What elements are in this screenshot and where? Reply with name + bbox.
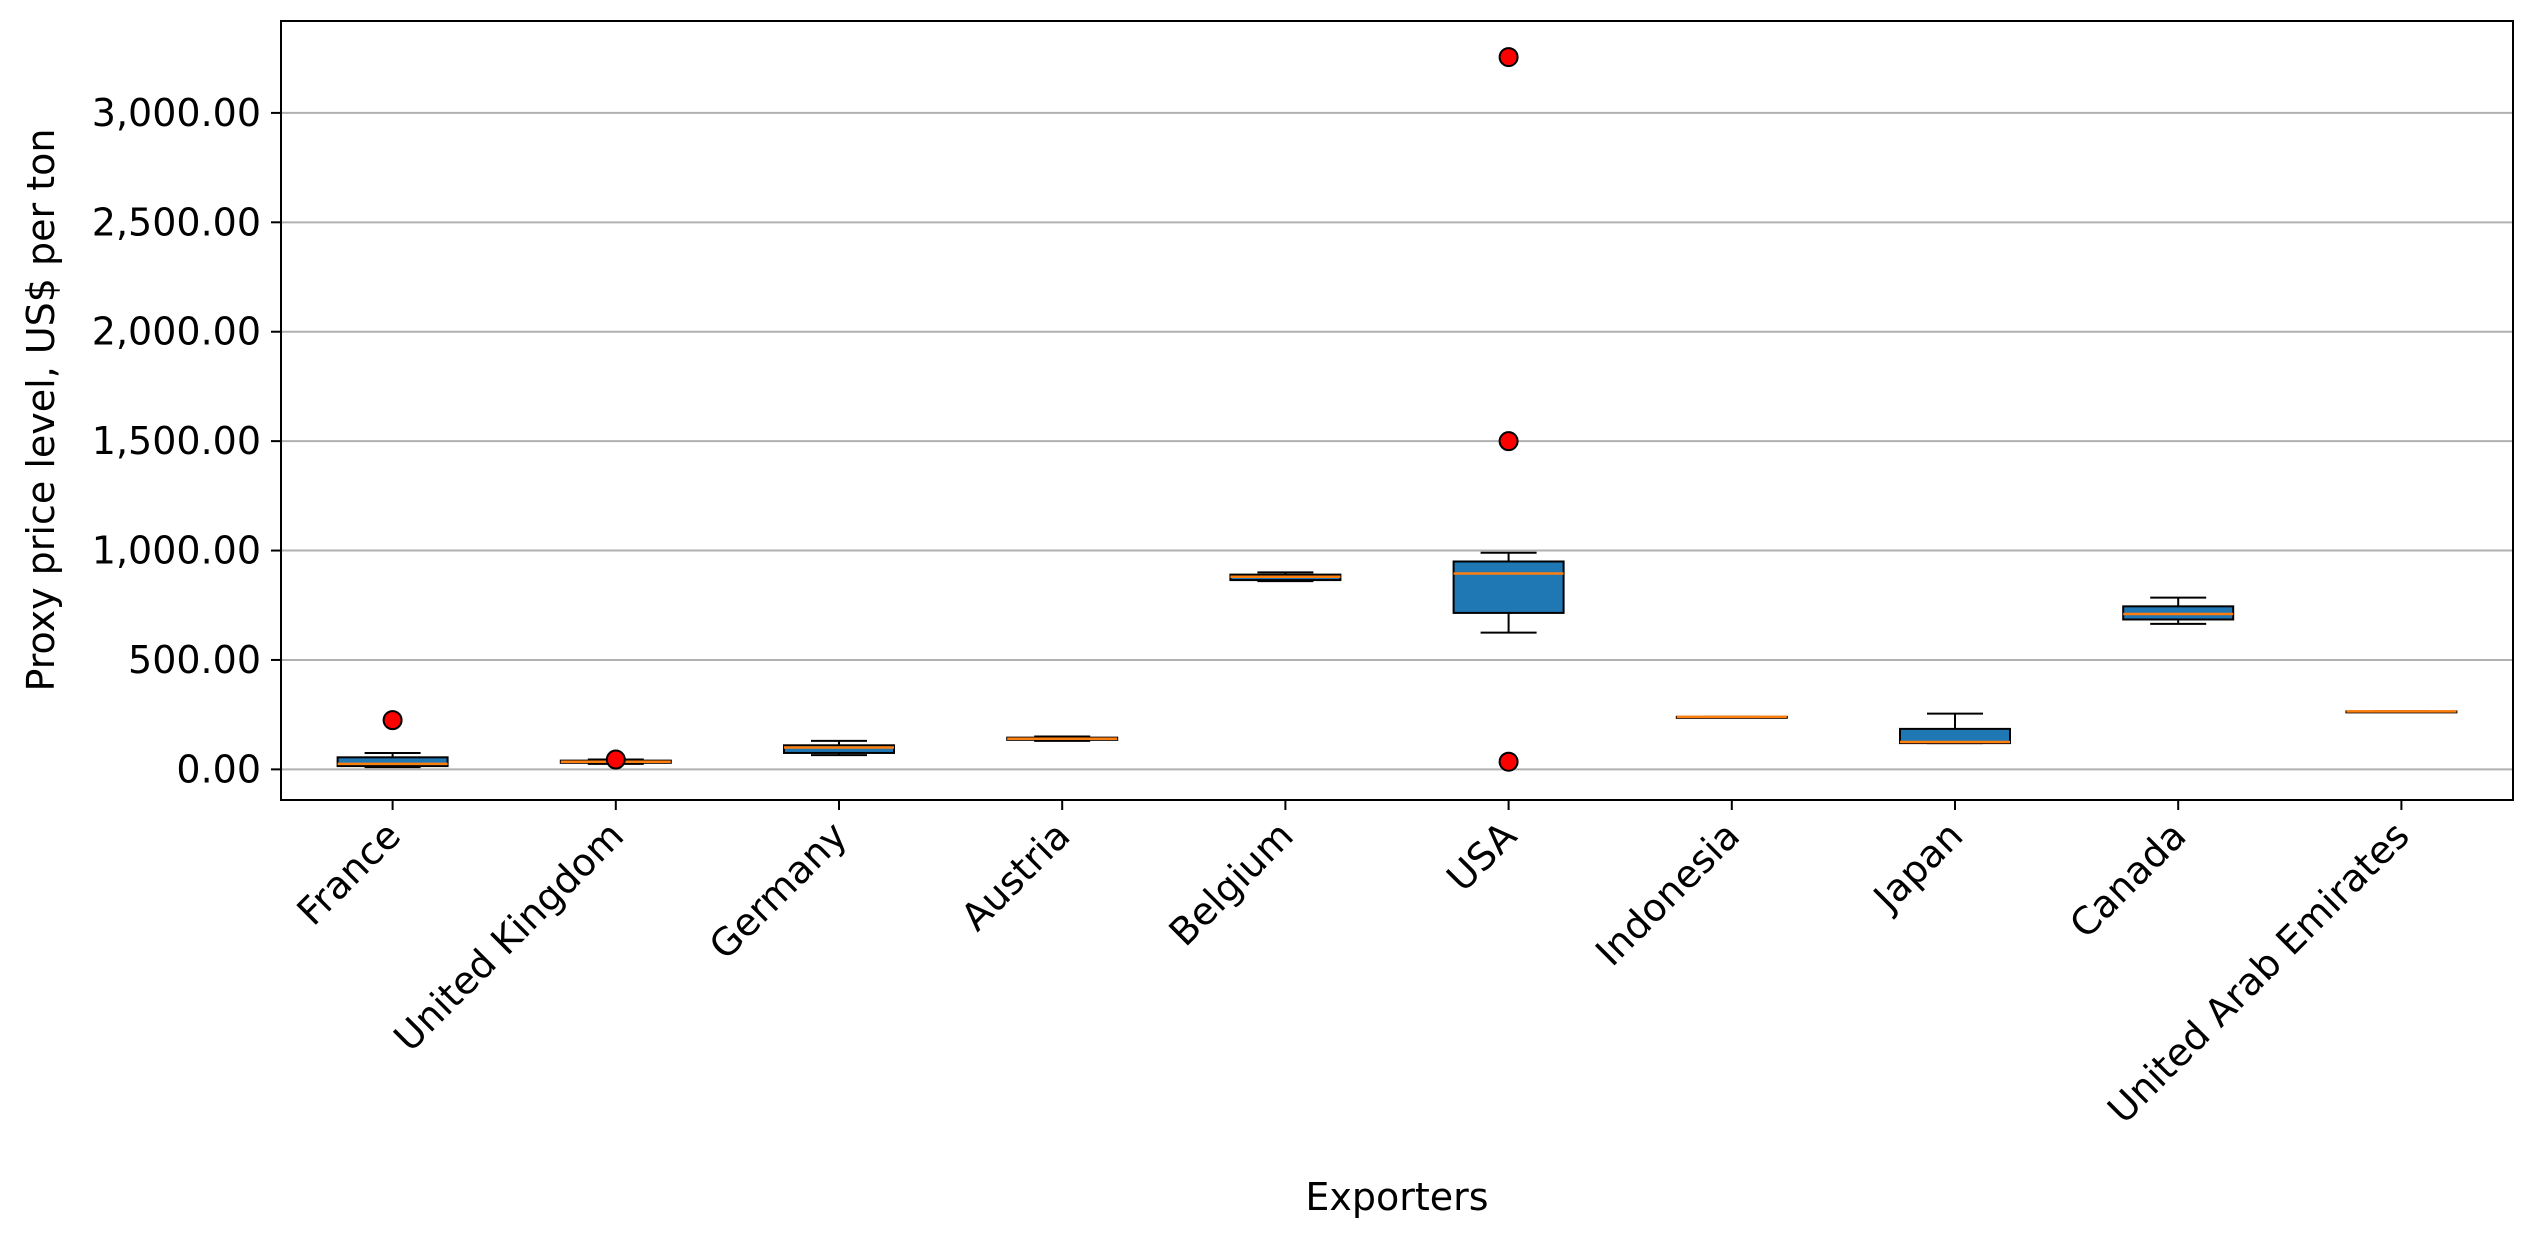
box-france [336, 710, 449, 769]
y-tick-label: 3,000.00 [92, 91, 261, 135]
box-body [783, 744, 895, 754]
x-tick-label: Germany [701, 813, 856, 968]
box-usa [1452, 47, 1565, 772]
grid-lines [281, 111, 2513, 771]
x-tick-label: Indonesia [1587, 813, 1748, 974]
box-body [336, 756, 449, 768]
box-japan [1899, 712, 2011, 745]
x-tick-label: France [289, 813, 409, 933]
box-germany [783, 739, 895, 757]
y-tick-label: 1,500.00 [92, 419, 261, 463]
x-tick-label: Austria [953, 813, 1079, 939]
box-body [1452, 560, 1565, 614]
x-tick-label: Canada [2061, 813, 2194, 946]
box-canada [2122, 596, 2235, 625]
plot-area-frame [280, 20, 2514, 801]
y-tick-label: 2,500.00 [92, 200, 261, 244]
x-tick-label: USA [1438, 813, 1525, 900]
outlier-point [382, 710, 403, 731]
outlier-point [1498, 431, 1519, 452]
outlier-point [1498, 751, 1519, 772]
y-axis-title: Proxy price level, US$ per ton [19, 129, 63, 692]
box-indonesia [1675, 715, 1788, 719]
box-austria [1006, 735, 1119, 742]
box-series [336, 47, 2458, 772]
x-axis-title: Exporters [1305, 1175, 1488, 1219]
outlier-point [1498, 47, 1519, 68]
x-tick-label: Japan [1864, 813, 1971, 920]
outlier-point [605, 749, 626, 770]
y-axis: 0.00 500.00 1,000.00 1,500.00 2,000.00 2,500.… [92, 91, 281, 791]
x-tick-label: Belgium [1160, 813, 1301, 954]
box-united-kingdom [559, 749, 672, 770]
y-tick-label: 2,000.00 [92, 310, 261, 354]
y-tick-label: 500.00 [128, 638, 261, 682]
y-tick-label: 1,000.00 [92, 529, 261, 573]
y-tick-label: 0.00 [176, 747, 261, 791]
box-united-arab-emirates [2345, 710, 2458, 714]
box-belgium [1229, 571, 1342, 583]
x-tick-label: United Kingdom [385, 813, 632, 1060]
